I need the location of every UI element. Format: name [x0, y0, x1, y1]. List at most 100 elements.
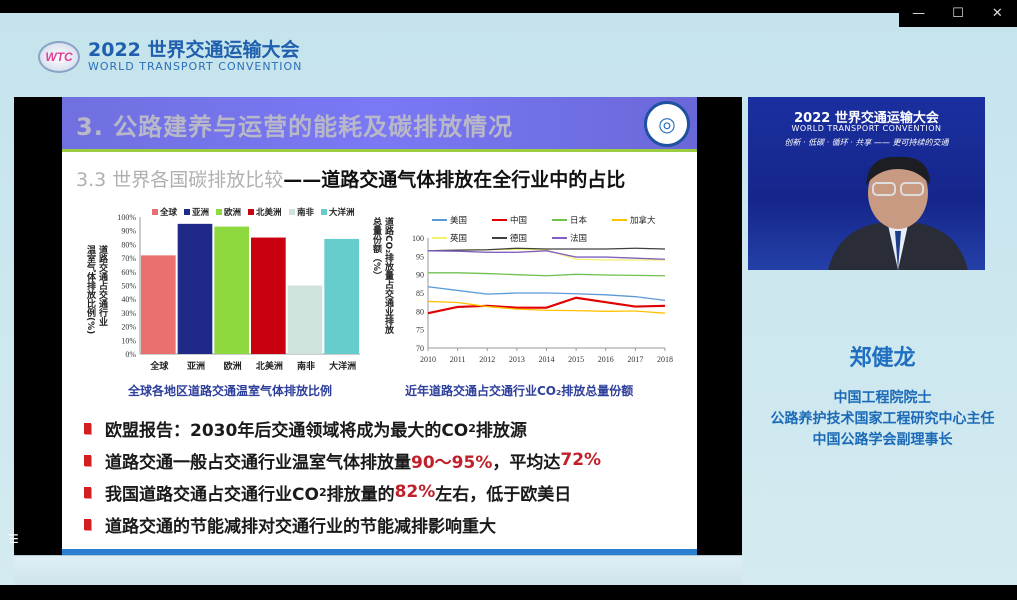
speaker-video: 2022 世界交通运输大会 WORLD TRANSPORT CONVENTION… [748, 97, 985, 270]
line-chart: 70 75 80 85 90 95 100 2010 2011 2012 2013 2014 2015 2… [412, 215, 673, 364]
legend-label: 全球 [159, 207, 178, 218]
x-tick-label: 2014 [539, 355, 555, 364]
y-tick-label: 50% [121, 282, 136, 291]
x-tick-label: 亚洲 [187, 361, 205, 372]
legend-swatch [184, 209, 190, 215]
speaker-name: 郑健龙 [849, 346, 916, 371]
y-tick-label: 20% [121, 323, 136, 332]
x-tick-label: 2016 [598, 355, 614, 364]
legend-label: 大洋洲 [329, 207, 355, 218]
slide-footer-bar [62, 549, 697, 555]
bar [324, 238, 359, 354]
series-line [427, 296, 666, 315]
legend-label: 加拿大 [630, 215, 656, 226]
series-line [427, 286, 666, 301]
x-tick-label: 全球 [149, 360, 169, 372]
y-tick-label: 70% [121, 254, 136, 263]
bullet-text: 欧盟报告：2030年后交通领域将成为最大的CO [105, 420, 469, 441]
bullet-square-icon [84, 454, 91, 466]
bullet-square-icon [84, 486, 91, 498]
slide-title: 3. 公路建养与运营的能耗及碳排放情况 [76, 113, 514, 141]
maximize-button[interactable]: ☐ [952, 6, 964, 21]
y-tick-label: 85 [416, 289, 424, 298]
legend-label: 北美洲 [256, 207, 282, 218]
video-banner-subtitle: WORLD TRANSPORT CONVENTION [791, 124, 942, 133]
legend-swatch [289, 209, 295, 215]
brand-subtitle: WORLD TRANSPORT CONVENTION [88, 60, 303, 73]
legend-label: 亚洲 [192, 208, 209, 218]
bullet-text: 我国道路交通占交通行业CO [105, 484, 319, 505]
ylabel-line: 道路交通占交通行业 [97, 245, 107, 326]
bar [287, 285, 323, 354]
line-chart-title: 近年道路交通占交通行业CO₂排放总量份额 [405, 384, 634, 398]
window-controls: — ☐ ✕ [899, 0, 1017, 27]
x-tick-label: 欧洲 [224, 360, 242, 372]
legend-label: 英国 [450, 233, 467, 244]
x-tick-label: 2011 [450, 355, 466, 364]
series-line [427, 250, 666, 260]
ylabel-line: 温室气体排放比例(%) [85, 245, 95, 335]
bullet-item: 道路交通一般占交通行业温室气体排放量 90～95% ，平均达 72% [84, 444, 601, 476]
wtc-globe-icon: WTC [38, 40, 80, 73]
x-tick-label: 北美洲 [256, 360, 283, 372]
bar-chart-ylabel: 道路交通占交通行业 温室气体排放比例(%) [84, 245, 108, 365]
x-tick-label: 2012 [479, 355, 495, 364]
y-tick-label: 0% [125, 350, 136, 359]
brand-title: 2022 世界交通运输大会 [88, 39, 300, 61]
x-tick-label: 2017 [627, 355, 643, 364]
bullet-item: 欧盟报告：2030年后交通领域将成为最大的CO 2 排放源 [84, 412, 601, 444]
bullet-text: 72% [560, 450, 602, 470]
series-line [428, 272, 666, 277]
legend-label: 日本 [570, 215, 588, 226]
legend-swatch [152, 209, 158, 215]
x-tick-label: 2015 [568, 355, 584, 364]
y-tick-label: 70 [416, 344, 424, 353]
slide-subtitle: 3.3 世界各国碳排放比较——道路交通气体排放在全行业中的占比 [76, 165, 625, 192]
bar [177, 223, 213, 354]
series-line [427, 300, 666, 314]
legend-label: 中国 [510, 215, 527, 226]
speaker-title: 中国公路学会副理事长 [812, 432, 953, 448]
close-button[interactable]: ✕ [991, 6, 1003, 21]
subtitle-section: 3.3 世界各国碳排放比较 [76, 169, 284, 191]
x-tick-label: 大洋洲 [329, 360, 356, 372]
bullet-text: 90～95% [411, 452, 493, 473]
y-tick-label: 80% [121, 240, 136, 249]
y-tick-label: 75 [416, 326, 424, 335]
bullet-text: 排放量的 [326, 484, 395, 505]
subtitle-topic: ——道路交通气体排放在全行业中的占比 [283, 169, 626, 191]
bullet-text: 左右，低于欧美日 [435, 484, 572, 505]
university-seal-icon: ◎ [644, 101, 690, 147]
legend-swatch [248, 209, 254, 215]
speaker-title: 中国工程院院士 [833, 390, 932, 406]
minimize-button[interactable]: — [912, 6, 926, 21]
x-tick-label: 2013 [509, 355, 525, 364]
menu-icon[interactable]: ☰ [8, 532, 19, 546]
y-tick-label: 90 [416, 271, 424, 280]
video-banner-slogan: 创新 · 低碳 · 循环 · 共享 —— 更可持续的交通 [784, 138, 949, 147]
bullet-text: 2 [318, 485, 327, 499]
title-bar [0, 0, 1017, 13]
y-tick-label: 90% [121, 227, 136, 236]
y-tick-label: 100 [412, 234, 424, 243]
x-tick-label: 2018 [657, 355, 673, 364]
legend-label: 欧洲 [224, 207, 241, 218]
speaker-title: 公路养护技术国家工程研究中心主任 [770, 411, 995, 427]
bullet-text: 道路交通一般占交通行业温室气体排放量 [105, 452, 411, 473]
conference-logo: WTC 2022 世界交通运输大会 WORLD TRANSPORT CONVEN… [38, 40, 302, 73]
bullet-text: 82% [394, 482, 436, 502]
y-tick-label: 40% [121, 295, 136, 304]
legend-swatch [321, 209, 327, 215]
bridge-decoration [14, 555, 742, 585]
bullet-square-icon [84, 518, 91, 530]
legend-label: 南非 [297, 207, 315, 218]
legend-label: 法国 [570, 233, 587, 244]
y-tick-label: 80 [416, 307, 424, 316]
y-tick-label: 95 [416, 252, 424, 261]
bar [214, 226, 249, 354]
speaker-person-image [828, 156, 968, 270]
legend-label: 美国 [450, 215, 467, 226]
y-tick-label: 100% [117, 213, 136, 222]
slide-header: 3. 公路建养与运营的能耗及碳排放情况 ◎ [62, 97, 697, 152]
y-tick-label: 60% [121, 268, 136, 277]
